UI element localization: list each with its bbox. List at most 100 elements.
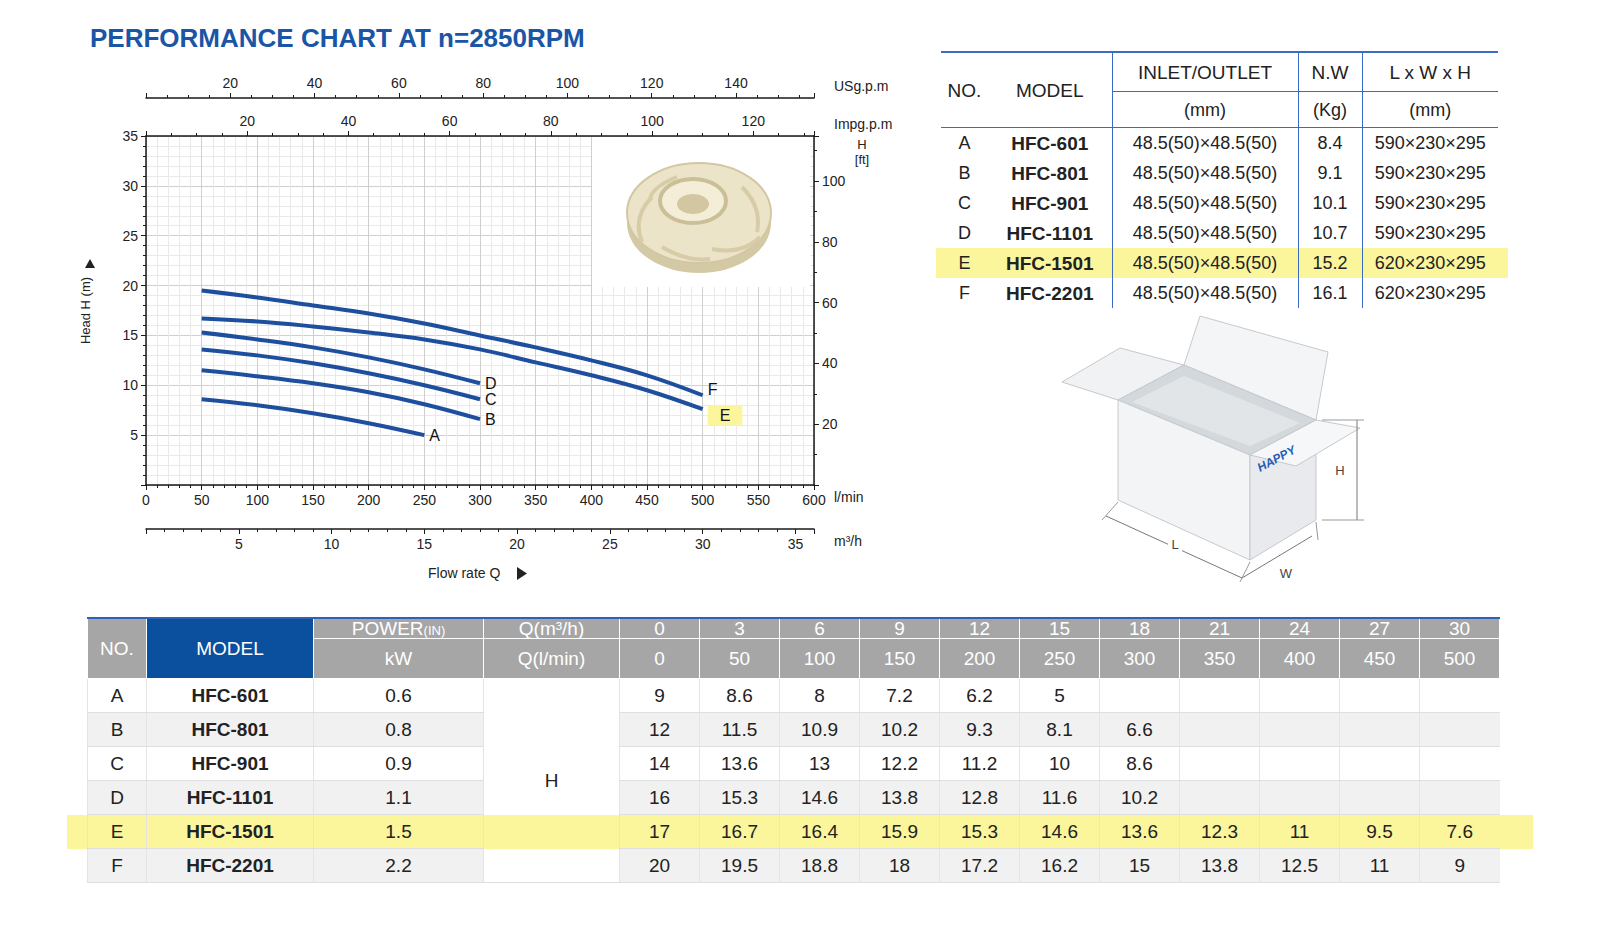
html-text:(mm): (mm): [1184, 99, 1226, 120]
svg-text:60: 60: [822, 295, 838, 311]
svg-text:10: 10: [122, 377, 138, 393]
html-text:kW: kW: [384, 648, 413, 669]
svg-text:100: 100: [246, 492, 270, 508]
html-text:15: 15: [1048, 618, 1071, 639]
svg-text:m³/h: m³/h: [834, 533, 862, 549]
svg-text:C: C: [485, 391, 497, 408]
html-text:(Kg): (Kg): [1313, 99, 1347, 120]
html-text:350: 350: [1203, 648, 1236, 669]
html-text:NO.: NO.: [947, 79, 982, 101]
svg-text:600: 600: [802, 492, 826, 508]
svg-text:L: L: [1171, 537, 1178, 552]
svg-text:Head H (m): Head H (m): [78, 277, 93, 344]
svg-text:Impg.p.m: Impg.p.m: [834, 116, 892, 132]
svg-text:H: H: [1335, 463, 1344, 478]
svg-text:0: 0: [142, 492, 150, 508]
html-text:400: 400: [1283, 648, 1316, 669]
html-text:250: 250: [1043, 648, 1076, 669]
html-text:Q(m³/h): Q(m³/h): [518, 618, 585, 639]
svg-text:120: 120: [742, 113, 766, 129]
svg-text:A: A: [429, 427, 440, 444]
svg-text:E: E: [720, 407, 731, 424]
svg-text:80: 80: [475, 75, 491, 91]
html-text:50: 50: [728, 648, 751, 669]
html-text:L x W x H: L x W x H: [1389, 61, 1472, 83]
svg-text:550: 550: [747, 492, 771, 508]
svg-text:5: 5: [235, 536, 243, 552]
html-text:HFC-1501: HFC-1501: [1005, 252, 1094, 274]
svg-text:200: 200: [357, 492, 381, 508]
html-text:100: 100: [803, 648, 836, 669]
svg-text:120: 120: [640, 75, 664, 91]
html-text:HFC-2201: HFC-2201: [1005, 282, 1094, 304]
svg-text:350: 350: [524, 492, 548, 508]
html-text:(mm): (mm): [1409, 99, 1452, 120]
svg-text:140: 140: [724, 75, 748, 91]
svg-text:25: 25: [602, 536, 618, 552]
html-text:HFC-601: HFC-601: [1011, 132, 1089, 154]
html-text:N.W: N.W: [1311, 61, 1349, 83]
svg-text:20: 20: [223, 75, 239, 91]
svg-text:10: 10: [324, 536, 340, 552]
html-text:27: 27: [1368, 618, 1391, 639]
svg-text:400: 400: [580, 492, 604, 508]
html-text:150: 150: [883, 648, 916, 669]
svg-text:40: 40: [341, 113, 357, 129]
html-text:HFC-1101: HFC-1101: [1006, 222, 1093, 244]
svg-text:USg.p.m: USg.p.m: [834, 78, 888, 94]
svg-text:[ft]: [ft]: [855, 152, 869, 167]
svg-text:60: 60: [442, 113, 458, 129]
svg-text:15: 15: [122, 327, 138, 343]
html-text:300: 300: [1123, 648, 1156, 669]
html-text:21: 21: [1208, 618, 1231, 639]
svg-text:15: 15: [417, 536, 433, 552]
html-text:Q(l/min): Q(l/min): [517, 648, 586, 669]
svg-text:80: 80: [822, 234, 838, 250]
svg-text:F: F: [708, 381, 718, 398]
svg-text:l/min: l/min: [834, 489, 864, 505]
svg-text:D: D: [485, 375, 497, 392]
svg-text:H: H: [857, 137, 866, 152]
html-text:200: 200: [963, 648, 996, 669]
svg-text:B: B: [485, 411, 496, 428]
svg-text:500: 500: [691, 492, 715, 508]
svg-text:20: 20: [822, 416, 838, 432]
svg-text:40: 40: [822, 355, 838, 371]
svg-text:5: 5: [130, 427, 138, 443]
svg-text:35: 35: [122, 128, 138, 144]
svg-text:80: 80: [543, 113, 559, 129]
svg-text:300: 300: [468, 492, 492, 508]
html-text:MODEL: MODEL: [196, 638, 264, 659]
svg-text:100: 100: [556, 75, 580, 91]
svg-text:450: 450: [635, 492, 659, 508]
svg-text:35: 35: [788, 536, 804, 552]
html-text:MODEL: MODEL: [1016, 79, 1084, 101]
html-text:30: 30: [1448, 618, 1471, 639]
svg-text:25: 25: [122, 228, 138, 244]
svg-text:W: W: [1280, 566, 1293, 581]
svg-text:HAPPY: HAPPY: [1255, 442, 1299, 474]
html-text:450: 450: [1363, 648, 1396, 669]
svg-text:250: 250: [413, 492, 437, 508]
svg-text:Flow rate Q: Flow rate Q: [428, 565, 500, 581]
html-text:INLET/OUTLET: INLET/OUTLET: [1138, 61, 1272, 83]
svg-text:50: 50: [194, 492, 210, 508]
svg-text:40: 40: [307, 75, 323, 91]
svg-text:100: 100: [640, 113, 664, 129]
html-text:18: 18: [1128, 618, 1151, 639]
html-text:24: 24: [1288, 618, 1311, 639]
svg-text:20: 20: [239, 113, 255, 129]
svg-text:150: 150: [301, 492, 325, 508]
html-text:NO.: NO.: [100, 638, 134, 659]
html-text:12: 12: [968, 618, 991, 639]
svg-text:30: 30: [122, 178, 138, 194]
svg-text:60: 60: [391, 75, 407, 91]
svg-text:100: 100: [822, 173, 846, 189]
svg-text:30: 30: [695, 536, 711, 552]
html-text:POWER(IN): POWER(IN): [351, 618, 446, 639]
html-text:HFC-801: HFC-801: [1011, 162, 1089, 184]
svg-text:PERFORMANCE CHART AT n=2850RPM: PERFORMANCE CHART AT n=2850RPM: [90, 23, 585, 53]
svg-text:20: 20: [122, 278, 138, 294]
html-text:HFC-901: HFC-901: [1011, 192, 1089, 214]
svg-text:20: 20: [509, 536, 525, 552]
